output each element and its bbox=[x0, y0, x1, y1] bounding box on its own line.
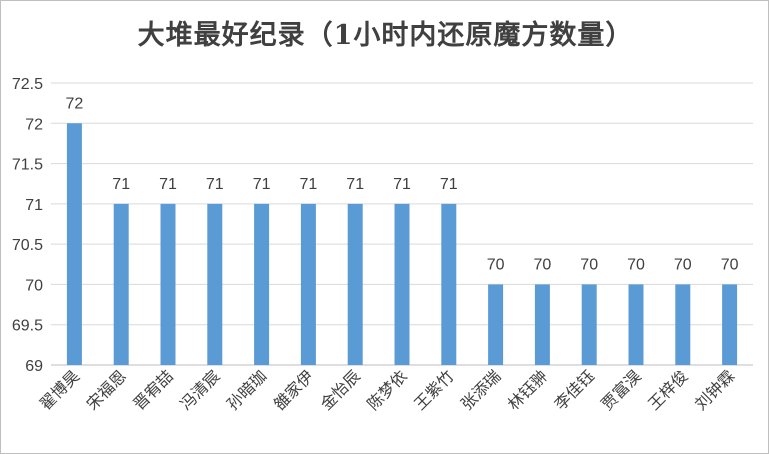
bar bbox=[534, 284, 550, 365]
chart-title: 大堆最好纪录（1小时内还原魔方数量） bbox=[137, 20, 634, 51]
data-label: 71 bbox=[440, 176, 458, 193]
y-tick-label: 70.5 bbox=[12, 237, 43, 254]
data-label: 72 bbox=[66, 95, 84, 112]
x-tick-label: 刘钟霖 bbox=[691, 366, 738, 413]
data-label: 70 bbox=[627, 256, 645, 273]
data-label: 71 bbox=[393, 176, 411, 193]
data-label: 71 bbox=[206, 176, 224, 193]
data-label: 71 bbox=[300, 176, 318, 193]
y-tick-label: 71 bbox=[25, 197, 43, 214]
data-label: 71 bbox=[346, 176, 364, 193]
x-tick-label: 金怡辰 bbox=[317, 366, 364, 413]
y-tick-label: 70 bbox=[25, 277, 43, 294]
x-tick-label: 晋宥喆 bbox=[129, 366, 176, 413]
bar bbox=[628, 284, 644, 365]
bar bbox=[300, 203, 316, 365]
bar bbox=[254, 203, 270, 365]
x-tick-label: 陈梦依 bbox=[363, 366, 410, 413]
data-label: 70 bbox=[534, 256, 552, 273]
x-tick-label: 冯清宸 bbox=[176, 366, 223, 413]
bar bbox=[394, 203, 410, 365]
x-tick-label: 张添瑞 bbox=[457, 366, 504, 413]
y-tick-label: 69.5 bbox=[12, 318, 43, 335]
bar bbox=[113, 203, 129, 365]
x-tick-label: 孙暗珈 bbox=[223, 366, 270, 413]
bar bbox=[675, 284, 691, 365]
bar bbox=[488, 284, 504, 365]
data-label: 71 bbox=[112, 176, 130, 193]
x-tick-label: 贾富淏 bbox=[597, 366, 644, 413]
x-tick-label: 王梓俊 bbox=[644, 366, 691, 413]
x-tick-label: 李佳钰 bbox=[551, 366, 598, 413]
x-tick-label: 宋福恩 bbox=[83, 366, 130, 413]
data-label: 71 bbox=[253, 176, 271, 193]
bar bbox=[66, 123, 82, 366]
bar bbox=[581, 284, 597, 365]
data-label: 70 bbox=[580, 256, 598, 273]
data-label: 70 bbox=[674, 256, 692, 273]
y-tick-label: 69 bbox=[25, 358, 43, 375]
data-label: 71 bbox=[159, 176, 177, 193]
bar bbox=[207, 203, 223, 365]
y-tick-label: 72.5 bbox=[12, 76, 43, 93]
bar bbox=[347, 203, 363, 365]
x-tick-label: 王紫竹 bbox=[410, 366, 457, 413]
x-tick-label: 雒家伊 bbox=[270, 366, 317, 413]
data-label: 70 bbox=[487, 256, 505, 273]
data-label: 70 bbox=[721, 256, 739, 273]
y-tick-label: 72 bbox=[25, 116, 43, 133]
y-tick-label: 71.5 bbox=[12, 157, 43, 174]
bar bbox=[441, 203, 457, 365]
bar bbox=[722, 284, 738, 365]
x-tick-label: 林钰翀 bbox=[504, 366, 551, 413]
bar bbox=[160, 203, 176, 365]
